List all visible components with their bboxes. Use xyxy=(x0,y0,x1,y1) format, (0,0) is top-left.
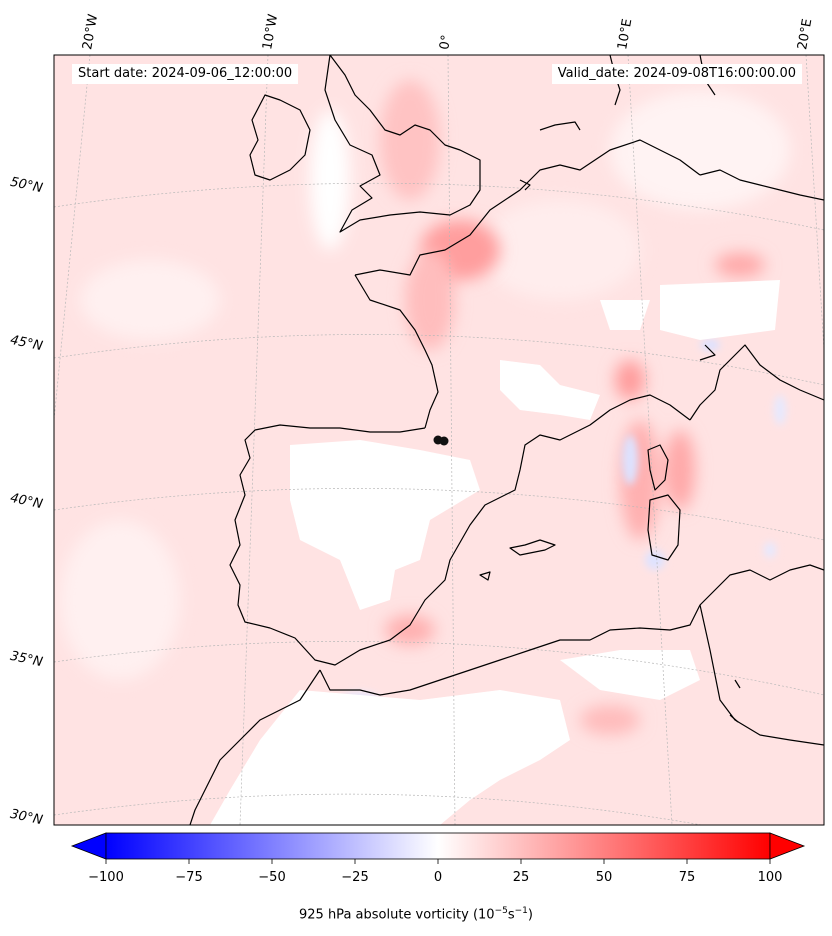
colorbar-tick-label-3: −25 xyxy=(341,870,369,885)
colorbar-max-extension xyxy=(769,832,806,860)
colorbar-tick-label-4: 0 xyxy=(433,870,443,885)
coastlines xyxy=(189,55,824,825)
valid-date-label: Valid_date: 2024-09-08T16:00:00.00 xyxy=(551,64,802,84)
station-marker xyxy=(433,435,449,446)
field-light-patches xyxy=(60,90,790,680)
field-positive-max xyxy=(380,80,765,735)
colorbar-tick-label-1: −75 xyxy=(175,870,203,885)
colorbar-tick-label-7: 75 xyxy=(678,870,696,885)
lon-label-2: 0° xyxy=(437,33,455,51)
colorbar xyxy=(70,832,806,864)
colorbar-min-extension xyxy=(70,832,107,860)
colorbar-tick-label-2: −50 xyxy=(258,870,286,885)
map-frame xyxy=(53,54,825,826)
colorbar-tick-label-6: 50 xyxy=(595,870,613,885)
start-date-label: Start date: 2024-09-06_12:00:00 xyxy=(72,64,299,84)
graticule xyxy=(54,55,824,825)
colorbar-tick-label-8: 100 xyxy=(757,870,783,885)
colorbar-gradient xyxy=(105,832,771,860)
colorbar-label: 925 hPa absolute vorticity (10−5s−1) xyxy=(299,906,533,923)
colorbar-tick-label-0: −100 xyxy=(88,870,124,885)
field-near-zero-areas xyxy=(210,280,780,825)
colorbar-tick-label-5: 25 xyxy=(512,870,530,885)
